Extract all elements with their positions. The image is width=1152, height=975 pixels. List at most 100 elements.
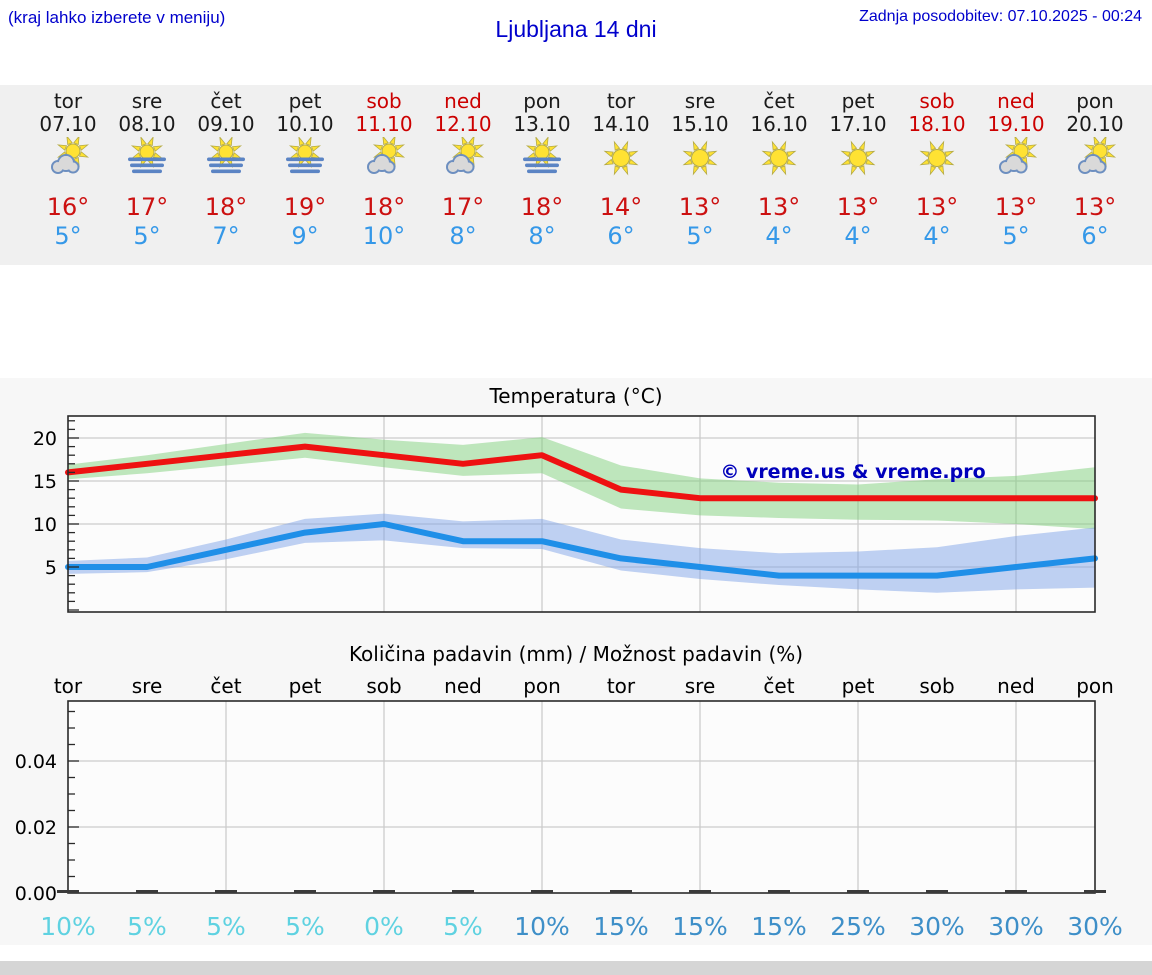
- sunny-icon: [919, 140, 955, 176]
- low-temp: 9°: [291, 222, 319, 250]
- svg-text:sob: sob: [366, 674, 401, 698]
- day-name: pon: [1076, 89, 1114, 113]
- menu-hint: (kraj lahko izberete v meniju): [8, 8, 226, 27]
- precip-bar: [452, 890, 474, 893]
- svg-text:10: 10: [33, 514, 57, 536]
- low-temp: 6°: [1081, 222, 1109, 250]
- low-temp: 5°: [133, 222, 161, 250]
- svg-text:30%: 30%: [1067, 912, 1123, 941]
- low-temp: 5°: [1002, 222, 1030, 250]
- precip-bar: [215, 890, 237, 893]
- svg-text:0.04: 0.04: [15, 751, 57, 773]
- high-temp: 17°: [441, 193, 485, 221]
- svg-text:sre: sre: [685, 674, 716, 698]
- precip-bar: [294, 890, 316, 893]
- temperature-chart: 5 10 15 20 © vreme.us & vreme.pro: [33, 415, 1098, 613]
- svg-text:pon: pon: [1076, 674, 1114, 698]
- svg-text:čet: čet: [763, 674, 794, 698]
- svg-text:5%: 5%: [206, 912, 246, 941]
- high-temp: 17°: [125, 193, 169, 221]
- svg-text:15: 15: [33, 471, 57, 493]
- page-title: Ljubljana 14 dni: [495, 16, 657, 42]
- fog-sun-icon: [128, 137, 166, 174]
- svg-text:ned: ned: [444, 674, 482, 698]
- svg-text:ned: ned: [997, 674, 1035, 698]
- svg-text:tor: tor: [54, 674, 83, 698]
- day-date: 17.10: [829, 112, 887, 136]
- high-temp: 19°: [283, 193, 327, 221]
- high-temp: 16°: [46, 193, 90, 221]
- precipitation-chart-title: Količina padavin (mm) / Možnost padavin …: [348, 642, 804, 666]
- precip-bar: [1005, 890, 1027, 893]
- precip-bar: [768, 890, 790, 893]
- day-name: ned: [444, 89, 482, 113]
- day-name: pon: [523, 89, 561, 113]
- day-date: 12.10: [434, 112, 492, 136]
- fog-sun-icon: [207, 137, 245, 174]
- low-temp: 8°: [528, 222, 556, 250]
- day-name: tor: [53, 89, 83, 113]
- svg-text:25%: 25%: [830, 912, 886, 941]
- day-name: sob: [366, 89, 402, 113]
- day-name: pet: [288, 89, 322, 113]
- svg-text:tor: tor: [607, 674, 636, 698]
- precip-bar: [57, 890, 79, 893]
- day-date: 10.10: [276, 112, 334, 136]
- svg-text:pon: pon: [523, 674, 561, 698]
- low-temp: 7°: [212, 222, 240, 250]
- svg-text:0.00: 0.00: [15, 883, 57, 905]
- svg-text:10%: 10%: [40, 912, 96, 941]
- svg-text:0.02: 0.02: [15, 817, 57, 839]
- precip-bar: [136, 890, 158, 893]
- svg-text:5: 5: [45, 557, 57, 579]
- day-name: tor: [606, 89, 636, 113]
- high-temp: 13°: [757, 193, 801, 221]
- forecast-strip: tor 07.10 16° 5° sre 08.10 17° 5° čet 09.10 18° 7° p…: [0, 85, 1152, 265]
- high-temp: 13°: [994, 193, 1038, 221]
- partly-cloudy-icon: [446, 137, 485, 174]
- day-date: 14.10: [592, 112, 650, 136]
- precip-bar: [689, 890, 711, 893]
- day-date: 07.10: [39, 112, 97, 136]
- partly-cloudy-icon: [1078, 137, 1117, 174]
- svg-text:pet: pet: [289, 674, 322, 698]
- partly-cloudy-icon: [999, 137, 1038, 174]
- low-temp: 8°: [449, 222, 477, 250]
- svg-text:15%: 15%: [593, 912, 649, 941]
- svg-text:15%: 15%: [751, 912, 807, 941]
- svg-text:sob: sob: [919, 674, 954, 698]
- precip-bar: [610, 890, 632, 893]
- high-temp: 13°: [836, 193, 880, 221]
- partly-cloudy-icon: [367, 137, 406, 174]
- day-name: sob: [919, 89, 955, 113]
- day-date: 19.10: [987, 112, 1045, 136]
- low-temp: 5°: [54, 222, 82, 250]
- svg-text:30%: 30%: [988, 912, 1044, 941]
- fog-sun-icon: [286, 137, 324, 174]
- day-date: 18.10: [908, 112, 966, 136]
- svg-text:15%: 15%: [672, 912, 728, 941]
- day-date: 08.10: [118, 112, 176, 136]
- high-temp: 13°: [915, 193, 959, 221]
- svg-text:pet: pet: [842, 674, 875, 698]
- day-name: čet: [210, 89, 242, 113]
- sunny-icon: [603, 140, 639, 176]
- high-temp: 18°: [520, 193, 564, 221]
- day-date: 09.10: [197, 112, 255, 136]
- svg-text:10%: 10%: [514, 912, 570, 941]
- svg-text:5%: 5%: [127, 912, 167, 941]
- high-temp: 18°: [204, 193, 248, 221]
- day-name: sre: [131, 89, 163, 113]
- low-temp: 4°: [765, 222, 793, 250]
- last-update: Zadnja posodobitev: 07.10.2025 - 00:24: [859, 8, 1142, 25]
- temperature-chart-title: Temperatura (°C): [489, 384, 663, 408]
- low-temp: 10°: [362, 222, 406, 250]
- precip-bar: [531, 890, 553, 893]
- high-temp: 14°: [599, 193, 643, 221]
- low-temp: 5°: [686, 222, 714, 250]
- precip-bar: [926, 890, 948, 893]
- svg-text:© vreme.us & vreme.pro: © vreme.us & vreme.pro: [720, 461, 985, 483]
- day-name: pet: [841, 89, 875, 113]
- precip-bar: [1084, 890, 1106, 893]
